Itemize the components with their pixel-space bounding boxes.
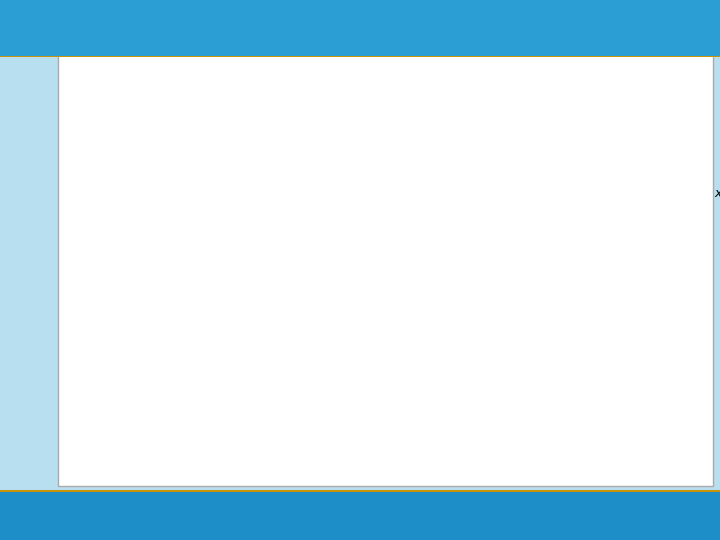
Text: MENU: MENU: [630, 511, 658, 520]
Text: by graphing.: by graphing.: [70, 146, 175, 161]
Text: Solve by Graphing: Solve by Graphing: [233, 72, 404, 90]
Text: LESSON: LESSON: [4, 8, 12, 48]
Text: EXIT: EXIT: [590, 511, 611, 520]
Ellipse shape: [679, 502, 701, 530]
Text: Systems of Inequalities: Systems of Inequalities: [92, 15, 312, 33]
Ellipse shape: [626, 501, 662, 531]
Text: ◄: ◄: [685, 509, 696, 523]
Text: y: y: [586, 39, 594, 52]
Text: Solve the system of inequalities: Solve the system of inequalities: [70, 124, 336, 139]
Text: EXAMPLE 1: EXAMPLE 1: [93, 75, 176, 87]
Text: The solution includes the ordered pairs in the
intersection of the graphs of y <: The solution includes the ordered pairs …: [140, 296, 513, 420]
Text: y = –x – 3: y = –x – 3: [616, 282, 663, 293]
Text: 6–6: 6–6: [45, 14, 87, 34]
Ellipse shape: [703, 502, 720, 530]
Text: O: O: [586, 214, 595, 224]
Text: y = 2x + 2: y = 2x + 2: [614, 100, 667, 110]
Text: y ≥ –x – 3: y ≥ –x – 3: [70, 194, 149, 209]
Text: y < 2x + 2: y < 2x + 2: [70, 170, 157, 185]
Text: ►: ►: [708, 509, 719, 523]
Text: Answer:: Answer:: [70, 296, 137, 311]
FancyBboxPatch shape: [55, 53, 216, 109]
Ellipse shape: [582, 501, 618, 531]
Text: x: x: [714, 187, 720, 200]
